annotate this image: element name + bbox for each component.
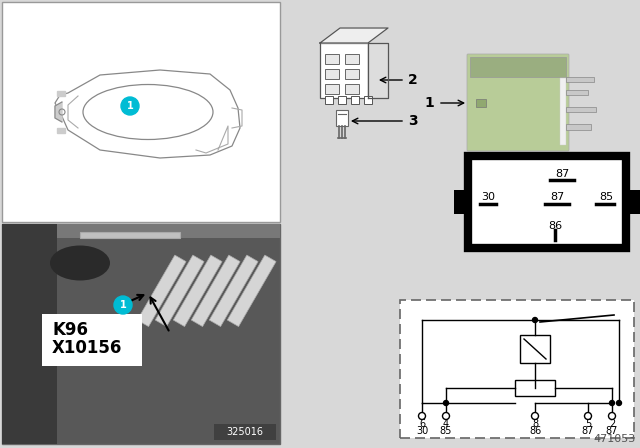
Bar xyxy=(345,69,359,79)
Text: X10156: X10156 xyxy=(52,339,122,357)
Bar xyxy=(320,43,368,98)
Polygon shape xyxy=(55,70,240,158)
Bar xyxy=(566,107,596,112)
Circle shape xyxy=(616,401,621,405)
Bar xyxy=(626,190,640,214)
Circle shape xyxy=(121,97,139,115)
Text: 1: 1 xyxy=(120,300,126,310)
Circle shape xyxy=(114,296,132,314)
Bar xyxy=(364,96,372,104)
Bar xyxy=(476,99,486,107)
Bar xyxy=(191,255,240,327)
Text: 87: 87 xyxy=(582,426,594,436)
Polygon shape xyxy=(57,91,65,96)
Bar xyxy=(214,424,276,440)
Polygon shape xyxy=(57,128,65,133)
Bar xyxy=(560,78,566,145)
Bar xyxy=(42,314,142,366)
Bar xyxy=(2,224,57,444)
Circle shape xyxy=(419,413,426,419)
Text: 87: 87 xyxy=(550,192,564,202)
Bar xyxy=(80,232,180,238)
Circle shape xyxy=(532,318,538,323)
Text: 30: 30 xyxy=(416,426,428,436)
Bar xyxy=(351,96,359,104)
Text: 3: 3 xyxy=(408,114,418,128)
Bar xyxy=(345,54,359,64)
Circle shape xyxy=(609,413,616,419)
Bar xyxy=(325,69,339,79)
Text: 87: 87 xyxy=(555,169,569,179)
Bar xyxy=(173,255,222,327)
Circle shape xyxy=(584,413,591,419)
Bar xyxy=(400,300,634,438)
Polygon shape xyxy=(55,102,62,122)
Bar xyxy=(454,190,468,214)
Bar xyxy=(468,156,626,248)
Bar xyxy=(515,380,555,396)
Text: 87: 87 xyxy=(606,426,618,436)
Text: K96: K96 xyxy=(52,321,88,339)
Text: 2: 2 xyxy=(408,73,418,87)
Bar xyxy=(325,96,333,104)
Text: 8: 8 xyxy=(532,419,538,429)
Text: 1: 1 xyxy=(127,101,133,111)
Text: 85: 85 xyxy=(599,192,613,202)
Text: 30: 30 xyxy=(481,192,495,202)
Text: 4: 4 xyxy=(443,419,449,429)
Text: 86: 86 xyxy=(529,426,541,436)
Text: 2: 2 xyxy=(609,419,615,429)
Circle shape xyxy=(444,401,449,405)
Bar xyxy=(566,77,594,82)
Ellipse shape xyxy=(83,85,213,139)
Text: 86: 86 xyxy=(548,221,562,231)
Text: 5: 5 xyxy=(585,419,591,429)
Bar xyxy=(156,255,204,327)
Bar xyxy=(325,84,339,94)
FancyBboxPatch shape xyxy=(467,54,569,151)
Bar xyxy=(470,57,566,77)
Circle shape xyxy=(442,413,449,419)
Circle shape xyxy=(531,413,538,419)
Bar xyxy=(227,255,276,327)
Bar xyxy=(345,84,359,94)
Bar xyxy=(2,224,280,444)
Ellipse shape xyxy=(50,246,110,280)
Circle shape xyxy=(609,401,614,405)
Bar xyxy=(566,90,588,95)
Bar xyxy=(325,54,339,64)
Text: 471053: 471053 xyxy=(594,434,636,444)
Text: 85: 85 xyxy=(440,426,452,436)
Bar xyxy=(2,2,280,222)
Bar xyxy=(209,255,258,327)
Bar xyxy=(566,124,591,130)
Text: 325016: 325016 xyxy=(227,427,264,437)
Polygon shape xyxy=(368,43,388,98)
Bar xyxy=(2,224,280,238)
Bar xyxy=(338,96,346,104)
Text: 6: 6 xyxy=(419,419,425,429)
Bar xyxy=(138,255,186,327)
Polygon shape xyxy=(320,28,388,43)
Text: 1: 1 xyxy=(424,96,434,110)
Bar xyxy=(336,110,348,126)
Bar xyxy=(520,335,550,363)
